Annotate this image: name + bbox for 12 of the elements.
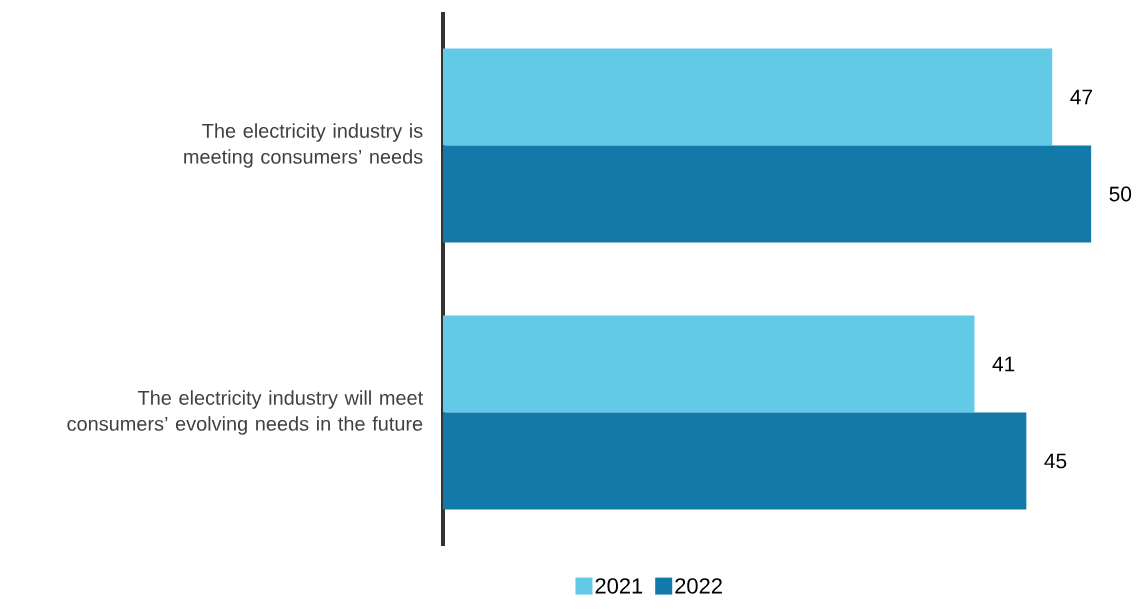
data-label: 45 [1044, 453, 1067, 469]
data-label: 47 [1070, 89, 1092, 105]
bar [443, 145, 1092, 243]
data-label: 41 [992, 356, 1015, 372]
data-label: 50 [1109, 186, 1132, 202]
bar [443, 48, 1053, 146]
y-tick-label: The electricity industry is meeting consumers’ needs [184, 123, 423, 168]
bar [443, 412, 1027, 510]
bar [443, 315, 975, 413]
legend-label: 2022 [675, 578, 722, 594]
legend-label: 2021 [595, 578, 643, 594]
y-tick-label: The electricity industry will meet consumers’ evolving needs in the future [67, 390, 424, 435]
